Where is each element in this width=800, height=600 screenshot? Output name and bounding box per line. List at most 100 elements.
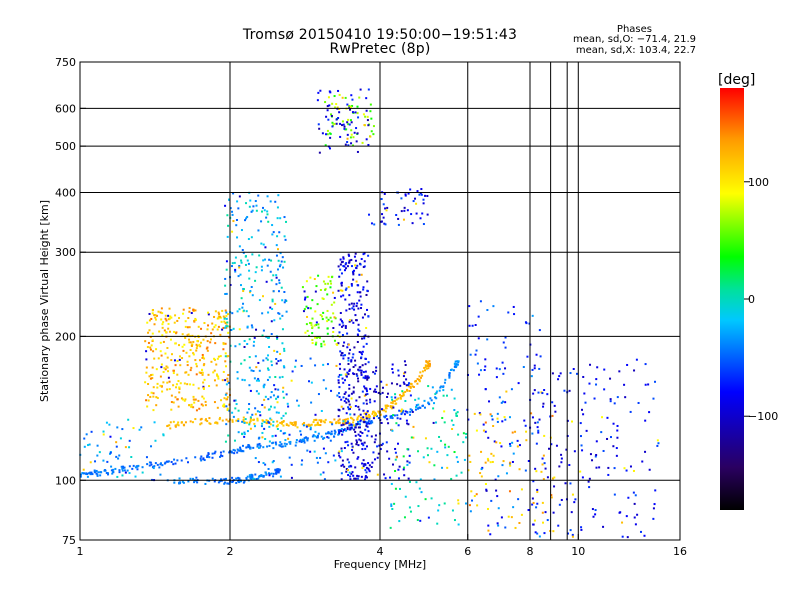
- scatter-point: [380, 444, 383, 447]
- scatter-point: [346, 332, 349, 335]
- scatter-point: [415, 481, 418, 484]
- scatter-point: [346, 440, 349, 443]
- scatter-point: [504, 401, 507, 404]
- scatter-point: [241, 433, 244, 436]
- scatter-point: [176, 459, 179, 462]
- scatter-point: [356, 105, 359, 108]
- scatter-point: [627, 496, 630, 499]
- scatter-point: [338, 93, 341, 96]
- scatter-point: [170, 394, 173, 397]
- scatter-point: [340, 398, 343, 401]
- scatter-point: [315, 423, 318, 426]
- scatter-point: [334, 459, 337, 462]
- scatter-point: [350, 129, 353, 132]
- scatter-point: [422, 198, 425, 201]
- scatter-point: [83, 437, 86, 440]
- scatter-point: [340, 295, 343, 298]
- scatter-point: [188, 326, 191, 329]
- scatter-point: [314, 343, 317, 346]
- scatter-point: [571, 533, 574, 536]
- scatter-point: [365, 476, 368, 479]
- scatter-point: [319, 456, 322, 459]
- scatter-point: [364, 358, 367, 361]
- scatter-point: [339, 135, 342, 138]
- scatter-point: [505, 390, 508, 393]
- scatter-point: [209, 422, 212, 425]
- scatter-point: [258, 299, 261, 302]
- scatter-point: [333, 301, 336, 304]
- scatter-point: [107, 473, 110, 476]
- scatter-point: [294, 365, 297, 368]
- scatter-point: [644, 450, 647, 453]
- scatter-point: [383, 222, 386, 225]
- scatter-point: [225, 314, 228, 317]
- scatter-point: [355, 140, 358, 143]
- scatter-point: [346, 133, 349, 136]
- scatter-point: [172, 401, 175, 404]
- scatter-point: [234, 345, 237, 348]
- scatter-point: [648, 411, 651, 414]
- scatter-point: [373, 458, 376, 461]
- scatter-point: [522, 366, 525, 369]
- scatter-point: [636, 513, 639, 516]
- scatter-point: [178, 482, 181, 485]
- scatter-point: [162, 340, 165, 343]
- scatter-point: [367, 361, 370, 364]
- scatter-point: [444, 446, 447, 449]
- scatter-point: [329, 439, 332, 442]
- scatter-point: [355, 127, 358, 130]
- scatter-point: [391, 367, 394, 370]
- scatter-point: [367, 254, 370, 257]
- scatter-point: [269, 306, 272, 309]
- scatter-point: [315, 436, 318, 439]
- scatter-point: [403, 516, 406, 519]
- scatter-point: [276, 468, 279, 471]
- scatter-point: [409, 188, 412, 191]
- scatter-point: [314, 418, 317, 421]
- scatter-point: [350, 426, 353, 429]
- scatter-point: [384, 223, 387, 226]
- scatter-point: [201, 353, 204, 356]
- scatter-point: [486, 338, 489, 341]
- scatter-point: [147, 331, 150, 334]
- scatter-point: [352, 451, 355, 454]
- scatter-point: [579, 435, 582, 438]
- scatter-point: [352, 419, 355, 422]
- scatter-point: [484, 365, 487, 368]
- scatter-point: [612, 422, 615, 425]
- scatter-point: [367, 430, 370, 433]
- scatter-point: [305, 323, 308, 326]
- scatter-point: [332, 327, 335, 330]
- scatter-point: [226, 355, 229, 358]
- scatter-point: [248, 474, 251, 477]
- scatter-point: [419, 478, 422, 481]
- scatter-point: [485, 488, 488, 491]
- scatter-point: [207, 324, 210, 327]
- scatter-point: [409, 386, 412, 389]
- scatter-point: [174, 425, 177, 428]
- scatter-point: [385, 209, 388, 212]
- scatter-point: [406, 463, 409, 466]
- scatter-point: [596, 366, 599, 369]
- scatter-point: [504, 526, 507, 529]
- scatter-point: [279, 429, 282, 432]
- scatter-point: [204, 404, 207, 407]
- scatter-point: [114, 467, 117, 470]
- scatter-point: [261, 206, 264, 209]
- scatter-point: [566, 434, 569, 437]
- scatter-point: [430, 497, 433, 500]
- scatter-point: [338, 331, 341, 334]
- scatter-point: [342, 420, 345, 423]
- scatter-point: [159, 341, 162, 344]
- scatter-point: [228, 336, 231, 339]
- scatter-point: [249, 427, 252, 430]
- scatter-point: [145, 350, 148, 353]
- scatter-point: [390, 382, 393, 385]
- scatter-point: [159, 473, 162, 476]
- scatter-point: [637, 401, 640, 404]
- scatter-point: [267, 354, 270, 357]
- y-axis-label: Stationary phase Virtual Height [km]: [38, 200, 51, 402]
- scatter-point: [436, 390, 439, 393]
- scatter-point: [418, 380, 421, 383]
